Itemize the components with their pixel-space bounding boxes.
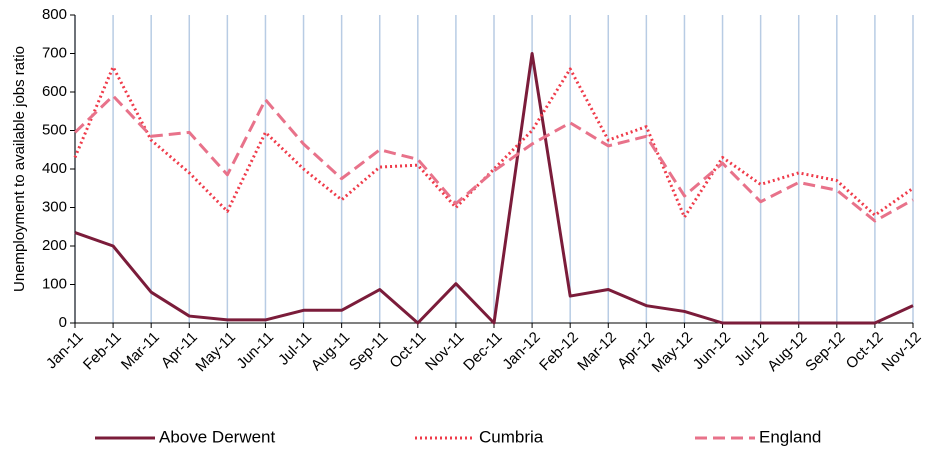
x-tick-label: Jun-12 xyxy=(690,329,734,373)
x-tick-label: May-11 xyxy=(192,329,239,376)
x-tick-label: Oct-11 xyxy=(386,329,429,372)
y-tick-label: 700 xyxy=(42,44,67,61)
x-tick-label: Mar-12 xyxy=(574,329,620,375)
y-tick-label: 800 xyxy=(42,6,67,23)
x-tick-label: Oct-12 xyxy=(843,329,887,373)
y-tick-label: 0 xyxy=(59,314,67,331)
x-tick-label: Aug-11 xyxy=(308,329,353,374)
x-tick-label: Jun-11 xyxy=(233,329,277,373)
y-tick-label: 600 xyxy=(42,83,67,100)
y-tick-label: 100 xyxy=(42,275,67,292)
x-tick-label: Jan-12 xyxy=(499,329,543,373)
line-series xyxy=(73,65,914,219)
x-tick-label: Feb-12 xyxy=(536,329,582,375)
x-tick-label: Jan-11 xyxy=(43,329,87,373)
x-tick-label: Nov-12 xyxy=(878,329,924,375)
x-tick-label: Aug-12 xyxy=(764,329,810,375)
legend-label: Cumbria xyxy=(479,427,544,446)
y-axis-label: Unemployment to available jobs ratio xyxy=(11,46,28,292)
legend-label: Above Derwent xyxy=(159,427,276,446)
x-tick-label: Sep-11 xyxy=(346,329,391,374)
x-tick-label: Sep-12 xyxy=(802,329,848,375)
y-tick-label: 500 xyxy=(42,121,67,138)
x-tick-label: Feb-11 xyxy=(80,329,125,374)
x-tick-label: Dec-11 xyxy=(460,329,505,374)
legend-label: England xyxy=(759,427,821,446)
line-series xyxy=(74,52,914,325)
x-tick-label: Mar-11 xyxy=(118,329,163,374)
y-tick-label: 400 xyxy=(42,160,67,177)
x-tick-label: Nov-11 xyxy=(422,329,467,374)
line-series xyxy=(73,94,914,223)
y-tick-label: 200 xyxy=(42,237,67,254)
x-tick-label: May-12 xyxy=(649,329,696,376)
y-tick-label: 300 xyxy=(42,198,67,215)
